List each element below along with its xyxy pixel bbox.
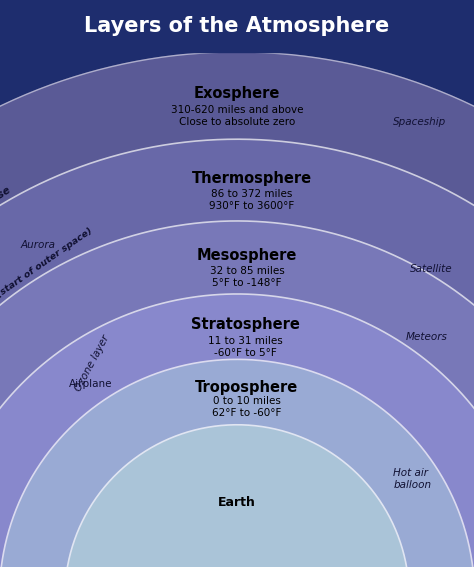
Text: 32 to 85 miles: 32 to 85 miles [210, 266, 284, 277]
Text: Kármán line (start of outer space): Kármán line (start of outer space) [0, 226, 94, 338]
Text: Exosphere: Exosphere [194, 86, 280, 101]
Text: Hot air
balloon: Hot air balloon [393, 468, 431, 490]
Text: Stratosphere: Stratosphere [191, 317, 300, 332]
Text: -60°F to 5°F: -60°F to 5°F [214, 348, 276, 358]
Polygon shape [0, 221, 474, 567]
Polygon shape [65, 425, 409, 567]
Text: Aurora: Aurora [21, 240, 56, 249]
Text: Troposphere: Troposphere [195, 379, 299, 395]
Text: Mesosphere: Mesosphere [197, 248, 297, 263]
Text: Spaceship: Spaceship [393, 117, 447, 127]
Text: Exobase: Exobase [0, 185, 13, 219]
Text: Meteors: Meteors [405, 332, 447, 342]
Text: 62°F to -60°F: 62°F to -60°F [212, 408, 282, 418]
Polygon shape [0, 52, 474, 567]
Text: Thermosphere: Thermosphere [192, 171, 312, 185]
Text: 0 to 10 miles: 0 to 10 miles [213, 396, 281, 406]
Text: Ozone layer: Ozone layer [73, 333, 111, 393]
Text: 930°F to 3600°F: 930°F to 3600°F [210, 201, 295, 211]
Polygon shape [0, 294, 474, 567]
Text: Layers of the Atmosphere: Layers of the Atmosphere [84, 16, 390, 36]
Text: 5°F to -148°F: 5°F to -148°F [212, 278, 282, 289]
Text: 11 to 31 miles: 11 to 31 miles [208, 336, 283, 346]
Text: 86 to 372 miles: 86 to 372 miles [211, 189, 292, 199]
Polygon shape [0, 359, 474, 567]
Text: Satellite: Satellite [410, 264, 453, 274]
Text: Earth: Earth [218, 496, 256, 509]
Bar [0, 0, 474, 52]
Text: 310-620 miles and above: 310-620 miles and above [171, 104, 303, 115]
Text: Airplane: Airplane [69, 379, 112, 390]
Polygon shape [0, 139, 474, 567]
Text: Close to absolute zero: Close to absolute zero [179, 117, 295, 126]
